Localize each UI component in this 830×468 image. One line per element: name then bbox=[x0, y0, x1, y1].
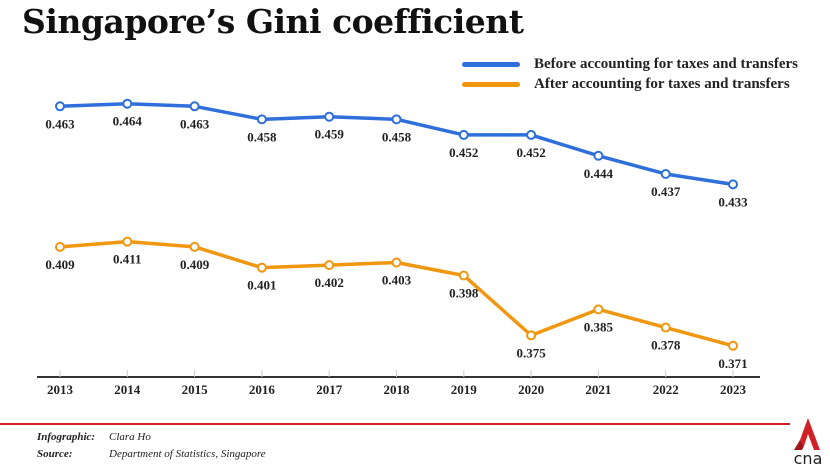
source-value: Department of Statistics, Singapore bbox=[109, 448, 266, 460]
x-tick-label: 2019 bbox=[451, 382, 478, 397]
legend-label-after: After accounting for taxes and transfers bbox=[534, 75, 790, 92]
x-tick-label: 2014 bbox=[114, 382, 141, 397]
data-label: 0.452 bbox=[449, 145, 478, 160]
x-tick-label: 2022 bbox=[653, 382, 679, 397]
data-point bbox=[391, 114, 402, 125]
data-point bbox=[593, 304, 604, 315]
data-point bbox=[458, 270, 469, 281]
credit-infographic: Infographic: Clara Ho bbox=[37, 431, 151, 443]
x-tick-label: 2018 bbox=[384, 382, 411, 397]
data-label: 0.371 bbox=[718, 356, 747, 371]
data-point bbox=[660, 322, 671, 333]
data-label: 0.459 bbox=[315, 127, 345, 142]
data-point bbox=[324, 260, 335, 271]
x-tick-label: 2016 bbox=[249, 382, 276, 397]
data-label: 0.385 bbox=[584, 319, 614, 334]
x-tick-label: 2017 bbox=[316, 382, 343, 397]
data-label: 0.409 bbox=[180, 257, 210, 272]
source-label: Source: bbox=[37, 448, 73, 460]
data-point bbox=[256, 114, 267, 125]
data-point bbox=[55, 241, 65, 252]
infographic-label: Infographic: bbox=[37, 431, 96, 443]
legend: Before accounting for taxes and transfer… bbox=[462, 54, 798, 94]
data-label: 0.375 bbox=[516, 345, 546, 360]
legend-swatch-after bbox=[462, 81, 520, 87]
data-label: 0.444 bbox=[584, 166, 614, 181]
data-point bbox=[728, 179, 738, 190]
data-label: 0.403 bbox=[382, 272, 412, 287]
data-label: 0.464 bbox=[113, 114, 143, 129]
x-tick-label: 2015 bbox=[182, 382, 209, 397]
data-label: 0.458 bbox=[382, 129, 412, 144]
data-label: 0.458 bbox=[247, 129, 277, 144]
legend-item-before: Before accounting for taxes and transfer… bbox=[462, 54, 798, 74]
data-label: 0.463 bbox=[45, 116, 75, 131]
data-point bbox=[256, 262, 267, 273]
data-label: 0.401 bbox=[247, 278, 276, 293]
data-point bbox=[189, 101, 200, 112]
credit-source: Source: Department of Statistics, Singapo… bbox=[37, 448, 266, 460]
page-title: Singapore’s Gini coefficient bbox=[22, 2, 524, 41]
data-point bbox=[122, 98, 133, 109]
data-label: 0.402 bbox=[315, 275, 344, 290]
data-point bbox=[122, 236, 133, 247]
data-label: 0.437 bbox=[651, 184, 681, 199]
data-point bbox=[526, 330, 537, 341]
legend-item-after: After accounting for taxes and transfers bbox=[462, 74, 798, 94]
infographic-value: Clara Ho bbox=[109, 431, 151, 443]
data-point bbox=[458, 129, 469, 140]
legend-swatch-before bbox=[462, 61, 520, 67]
svg-text:cna: cna bbox=[794, 449, 823, 466]
cna-logo: cna bbox=[790, 418, 826, 468]
data-label: 0.463 bbox=[180, 116, 210, 131]
x-tick-label: 2021 bbox=[585, 382, 611, 397]
data-point bbox=[526, 129, 537, 140]
data-point bbox=[660, 168, 671, 179]
x-tick-label: 2020 bbox=[518, 382, 544, 397]
legend-label-before: Before accounting for taxes and transfer… bbox=[534, 55, 798, 72]
series-line-1 bbox=[59, 239, 734, 348]
data-label: 0.433 bbox=[718, 194, 748, 209]
data-point bbox=[189, 241, 200, 252]
data-point bbox=[391, 257, 402, 268]
data-label: 0.452 bbox=[516, 145, 545, 160]
x-tick-label: 2023 bbox=[720, 382, 747, 397]
line-chart: 2013 2014 2015 2016 2017 2018 2019 2020 2021 2022… bbox=[37, 98, 760, 397]
data-label: 0.378 bbox=[651, 338, 681, 353]
footer-divider bbox=[0, 423, 790, 425]
data-point bbox=[324, 111, 335, 122]
data-label: 0.411 bbox=[113, 252, 142, 267]
data-point bbox=[55, 101, 65, 112]
x-tick-label: 2013 bbox=[47, 382, 74, 397]
data-point bbox=[593, 150, 604, 161]
data-label: 0.409 bbox=[45, 257, 75, 272]
data-label: 0.398 bbox=[449, 285, 479, 300]
data-point bbox=[728, 340, 738, 351]
